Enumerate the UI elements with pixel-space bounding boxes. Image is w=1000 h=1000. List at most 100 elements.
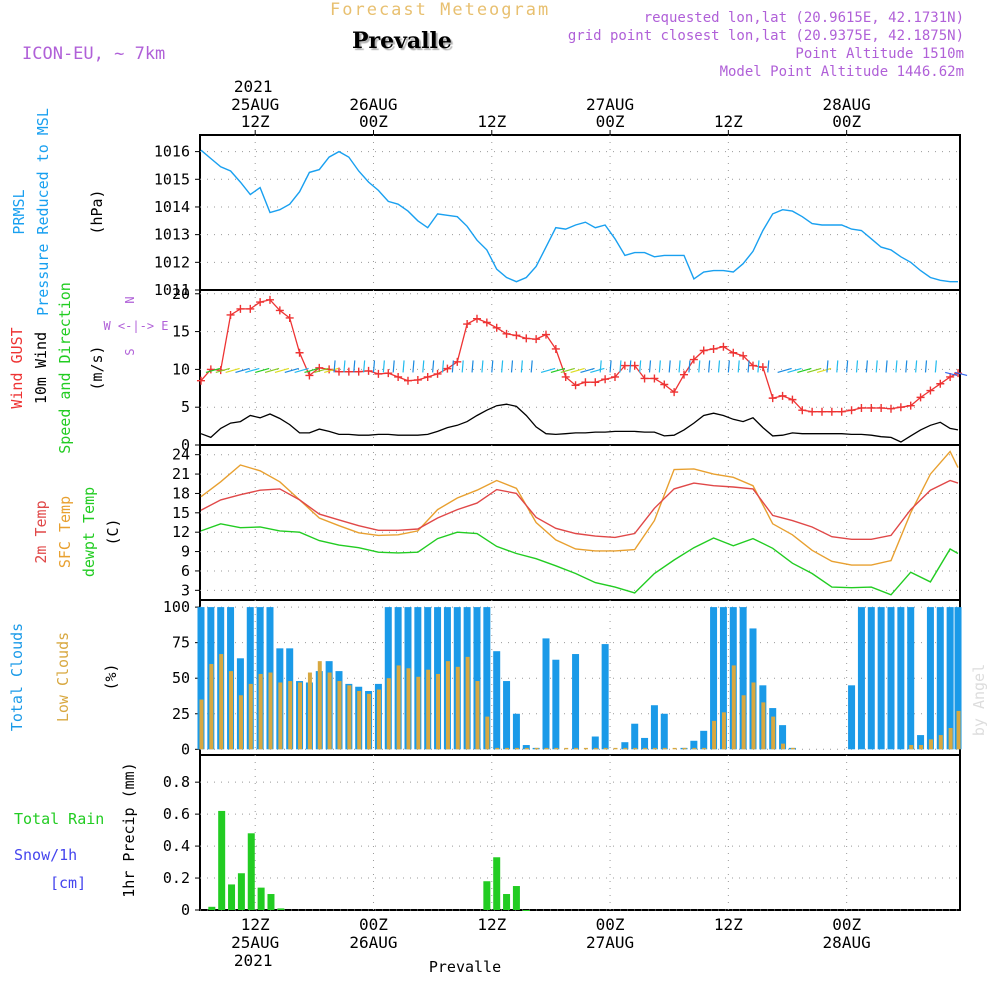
low-cloud-bar [465, 656, 470, 750]
bottom-hour-label: 00Z [832, 915, 861, 934]
temp-unit: (C) [104, 518, 122, 545]
clouds-tick-label: 50 [172, 669, 190, 687]
total-cloud-bar [897, 607, 905, 750]
top-hour-label: 00Z [832, 112, 861, 131]
wind-tick-label: 20 [172, 285, 190, 303]
gust-marker [246, 304, 255, 313]
low-cloud-bar [583, 747, 588, 750]
wind-arrow [905, 360, 908, 373]
low-cloud-bar [347, 685, 352, 750]
wind-arrow [658, 360, 661, 373]
temp-tick-label: 6 [181, 562, 190, 580]
temp-label-dewpt: dewpt Temp [80, 487, 98, 577]
gust-marker [640, 374, 649, 383]
gust-marker [778, 391, 787, 400]
wind-arrow [461, 360, 464, 373]
point-altitude: Point Altitude 1510m [795, 46, 964, 62]
gust-marker [403, 376, 412, 385]
dewpt-line [200, 523, 959, 596]
gust-marker [837, 407, 846, 416]
total-cloud-bar [552, 659, 560, 750]
gust-marker [719, 342, 728, 351]
total-cloud-bar [690, 740, 698, 750]
wind-arrow [501, 360, 504, 373]
gust-marker [620, 361, 629, 370]
wind-arrow [304, 367, 319, 373]
wind-arrow [727, 360, 730, 373]
wind-arrow [688, 360, 691, 373]
rain-bar [512, 886, 520, 910]
gust-marker [571, 381, 580, 390]
wind-arrow [422, 360, 425, 373]
gust-marker [827, 407, 836, 416]
wind-arrow [560, 367, 575, 373]
wind-arrow [924, 360, 928, 373]
total-cloud-bar [660, 713, 668, 750]
wind-arrow [550, 367, 566, 373]
gust-marker [886, 404, 895, 413]
gust-marker [689, 355, 698, 364]
wind-arrow [678, 360, 681, 373]
top-hour-label: 12Z [477, 112, 506, 131]
total-cloud-bar [246, 607, 254, 750]
total-cloud-bar [483, 607, 491, 750]
low-cloud-bar [938, 735, 943, 750]
low-cloud-bar [643, 747, 648, 750]
gust-marker [906, 401, 915, 410]
top-date-label: 26AUG [349, 95, 397, 114]
gust-marker [354, 367, 363, 376]
model-label: ICON-EU, ~ 7km [22, 44, 166, 64]
clouds-tick-label: 75 [172, 634, 190, 652]
gust-marker [502, 329, 511, 338]
top-hour-label: 00Z [596, 112, 625, 131]
total-cloud-bar [650, 705, 658, 750]
precip-tick-label: 0.6 [163, 805, 190, 823]
low-cloud-bar [495, 747, 500, 750]
wind-arrow [807, 367, 822, 373]
temp-tick-label: 18 [172, 484, 190, 502]
low-cloud-bar [406, 668, 411, 750]
rain-bar [267, 894, 275, 910]
wind-arrow [767, 360, 770, 373]
low-cloud-bar [692, 747, 697, 750]
low-cloud-bar [337, 681, 342, 750]
low-cloud-bar [258, 673, 263, 750]
low-cloud-bar [298, 682, 303, 750]
precip-panel-frame [199, 754, 961, 911]
precip-label-snow: Snow/1h [14, 846, 77, 864]
gust-marker [482, 318, 491, 327]
temp-tick-label: 3 [181, 581, 190, 599]
gust-marker [788, 395, 797, 404]
rain-bar [277, 908, 285, 910]
pressure-tick-label: 1013 [154, 226, 190, 244]
wind-arrow [757, 360, 760, 373]
wind-arrow [747, 360, 750, 373]
low-cloud-bar [376, 689, 381, 750]
wind-arrow [451, 360, 454, 373]
total-cloud-bar [867, 607, 875, 750]
wind-arrow [392, 360, 395, 373]
gust-marker [256, 298, 265, 307]
top-hour-label: 00Z [359, 112, 388, 131]
rain-bar [237, 873, 245, 910]
rain-bar [257, 887, 265, 910]
pressure-label-msl: Pressure Reduced to MSL [34, 108, 52, 316]
bottom-hour-label: 00Z [596, 915, 625, 934]
wind-arrow [491, 360, 494, 373]
gust-line [200, 299, 959, 413]
gust-marker [364, 366, 373, 375]
low-cloud-bar [416, 676, 421, 750]
wind-arrow [875, 360, 878, 373]
gust-marker [265, 295, 274, 304]
gust-marker [591, 378, 600, 387]
low-cloud-bar [445, 661, 450, 750]
total-cloud-bar [621, 742, 629, 750]
wind-arrow [520, 360, 523, 373]
low-cloud-bar [919, 745, 924, 750]
wind-arrow [846, 360, 849, 373]
wind-arrow [215, 367, 230, 373]
wind-arrow [885, 360, 888, 373]
gust-marker [522, 334, 531, 343]
total-cloud-bar [601, 644, 609, 750]
pressure-tick-label: 1014 [154, 198, 190, 216]
